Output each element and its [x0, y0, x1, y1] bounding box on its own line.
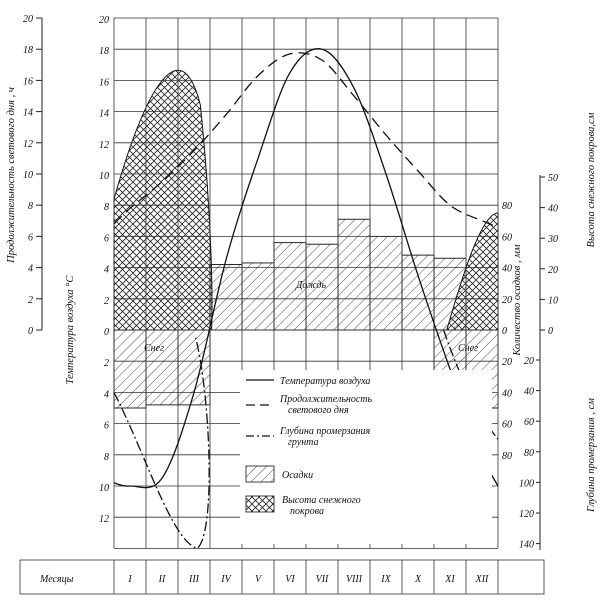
months-header: Месяцы: [39, 574, 74, 585]
legend-snow-label: Высота снежного покрова: [282, 495, 363, 517]
temperature-tick-label: 12: [99, 514, 109, 525]
month-label-IX: IX: [380, 574, 391, 585]
precip-axis-label: Количество осадков , мм: [512, 244, 523, 357]
temperature-tick-label: 10: [99, 171, 109, 182]
frost-tick-label: 20: [524, 356, 534, 367]
month-label-IV: IV: [220, 574, 232, 585]
rain-annotation: Дождь: [295, 280, 326, 291]
precip-tick-label: 80: [502, 201, 512, 212]
daylight-tick-label: 16: [23, 76, 33, 87]
month-label-I: I: [127, 574, 132, 585]
legend-precip-swatch: [245, 465, 275, 483]
precip-rain-bar-V: [241, 262, 275, 331]
snow-tick-label: 50: [548, 173, 558, 184]
legend-temp-label: Температура воздуха: [280, 376, 370, 387]
temperature-tick-label: 10: [99, 483, 109, 494]
snow-annotation-left: Снег: [144, 343, 164, 354]
temperature-tick-label: 6: [104, 233, 109, 244]
frost-axis-label: Глубина промерзания , см: [586, 398, 597, 513]
temperature-tick-label: 8: [104, 202, 109, 213]
temperature-tick-label: 14: [99, 109, 109, 120]
legend: Температура воздуха Продолжительность св…: [240, 370, 492, 544]
frost-tick-label: 60: [524, 417, 534, 428]
precip-tick-label: 80: [502, 451, 512, 462]
months-row: Месяцы I II III IV V VI VII VIII IX X XI XII: [19, 559, 545, 595]
month-label-VII: VII: [316, 574, 329, 585]
daylight-tick-label: 8: [28, 201, 33, 212]
daylight-tick-label: 10: [23, 170, 33, 181]
precip-tick-label: 40: [502, 264, 512, 275]
month-label-XII: XII: [475, 574, 489, 585]
temperature-tick-label: 4: [104, 265, 109, 276]
month-label-VI: VI: [285, 574, 295, 585]
temperature-tick-label: 12: [99, 140, 109, 151]
temperature-tick-label: 6: [104, 421, 109, 432]
month-label-XI: XI: [444, 574, 455, 585]
frost-tick-label: 100: [519, 478, 534, 489]
snow-tick-label: 40: [548, 204, 558, 215]
month-label-X: X: [414, 574, 422, 585]
snow-tick-label: 20: [548, 265, 558, 276]
precip-tick-label: 40: [502, 388, 512, 399]
precip-rain-bar-IV: [209, 264, 243, 331]
frost-tick-label: 80: [524, 448, 534, 459]
temperature-axis-label: Температура воздуха °С: [65, 275, 76, 385]
daylight-tick-label: 20: [23, 14, 33, 25]
month-label-II: II: [158, 574, 166, 585]
temperature-tick-label: 16: [99, 77, 109, 88]
temperature-tick-label: 8: [104, 452, 109, 463]
snow-axis-label: Высота снежного покрова,см: [586, 112, 597, 247]
snow-annotation-right: Снег: [458, 343, 478, 354]
snow-tick-label: 30: [547, 234, 558, 245]
month-label-V: V: [255, 574, 263, 585]
daylight-tick-label: 0: [28, 326, 33, 337]
temperature-tick-label: 0: [104, 327, 109, 338]
snow-tick-label: 10: [548, 295, 558, 306]
temperature-tick-label: 18: [99, 46, 109, 57]
month-label-VIII: VIII: [346, 574, 363, 585]
legend-snow-swatch: [245, 495, 275, 513]
frost-tick-label: 140: [519, 540, 534, 551]
daylight-tick-label: 14: [23, 108, 33, 119]
temperature-tick-label: 4: [104, 389, 109, 400]
precip-snow-bar-I: [113, 329, 147, 409]
precip-tick-label: 60: [502, 232, 512, 243]
snow-cover-layer: [113, 69, 499, 331]
daylight-tick-label: 12: [23, 139, 33, 150]
snow-cover-area-winter-start: [113, 69, 213, 331]
temperature-tick-label: 2: [104, 358, 109, 369]
legend-precip-label: Осадки: [282, 470, 313, 481]
legend-daylight-label: Продолжительность светового дня: [279, 394, 375, 416]
frost-depth-line-winter-start: [113, 337, 210, 550]
temperature-tick-label: 20: [99, 15, 109, 26]
precip-snow-bar-II: [145, 329, 179, 406]
frost-tick-label: 40: [524, 387, 534, 398]
air-temperature-line: [113, 48, 499, 489]
daylight-tick-label: 2: [28, 295, 33, 306]
precip-tick-label: 0: [502, 326, 507, 337]
month-label-III: III: [188, 574, 200, 585]
precip-tick-label: 20: [502, 357, 512, 368]
frost-tick-label: 120: [519, 509, 534, 520]
daylight-tick-label: 4: [28, 264, 33, 275]
precip-tick-label: 20: [502, 295, 512, 306]
legend-frost-label: Глубина промерзания грунта: [279, 426, 373, 448]
daylight-axis-label: Продолжительность светового дня , ч: [6, 87, 17, 264]
precip-rain-bar-X: [401, 254, 435, 331]
precip-rain-bar-VIII: [337, 218, 371, 331]
temperature-tick-label: 2: [104, 296, 109, 307]
daylight-tick-label: 18: [23, 45, 33, 56]
precip-tick-label: 60: [502, 420, 512, 431]
snow-tick-label: 0: [548, 326, 553, 337]
precip-rain-bar-IX: [369, 235, 403, 331]
daylight-tick-label: 6: [28, 232, 33, 243]
